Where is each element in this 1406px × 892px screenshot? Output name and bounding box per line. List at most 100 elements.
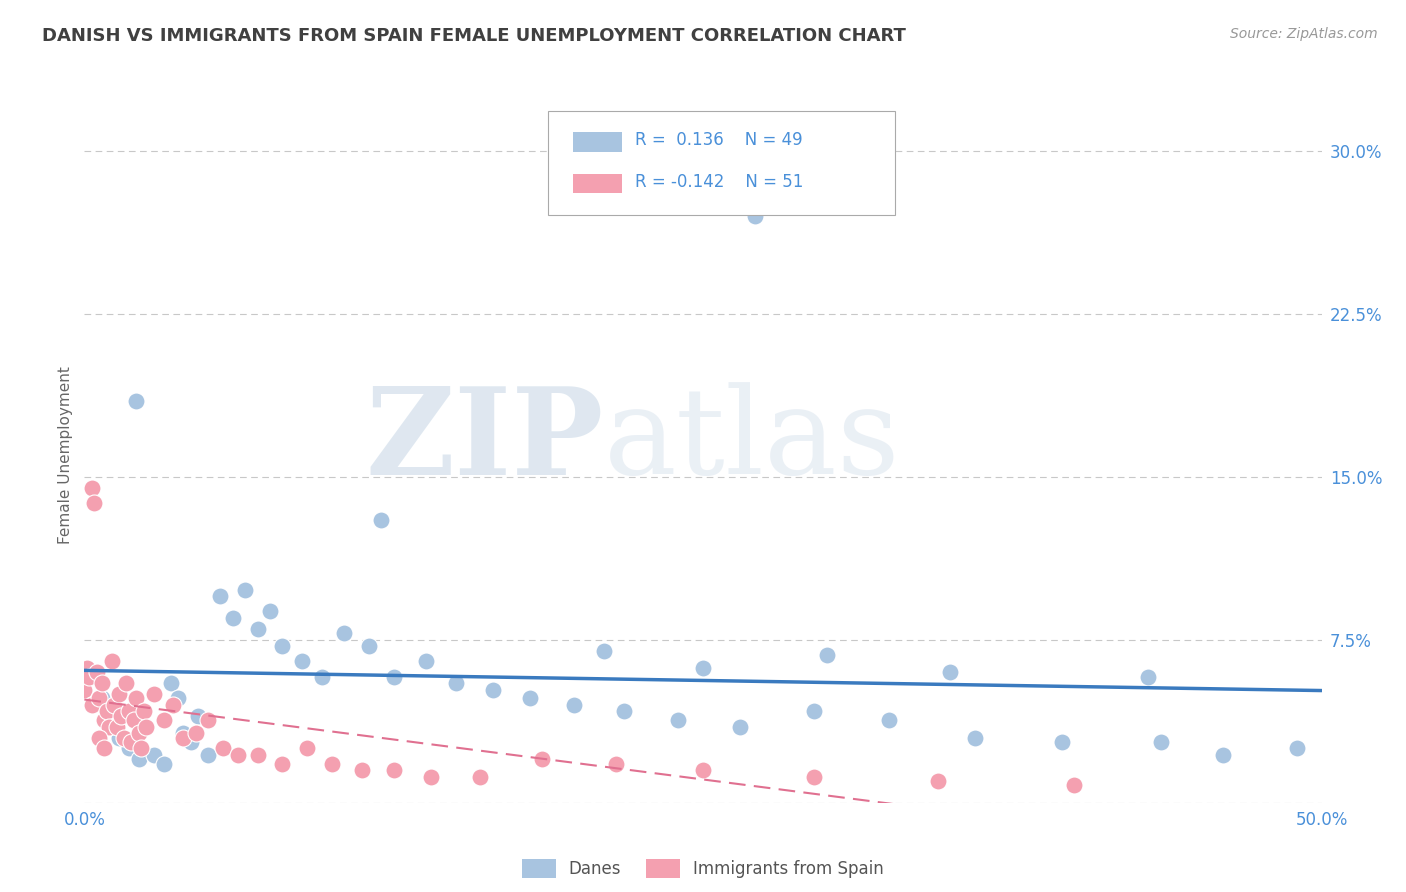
Point <box>73 682 96 697</box>
Point <box>142 687 165 701</box>
Point <box>666 713 689 727</box>
Point <box>118 741 141 756</box>
Point <box>162 698 184 712</box>
Point <box>83 496 105 510</box>
Point <box>562 698 585 712</box>
Point <box>605 756 627 771</box>
Point <box>172 731 194 745</box>
Point <box>108 687 131 701</box>
Legend: Danes, Immigrants from Spain: Danes, Immigrants from Spain <box>516 853 890 885</box>
Point <box>350 763 373 777</box>
Text: R =  0.136    N = 49: R = 0.136 N = 49 <box>636 131 803 150</box>
Point <box>877 713 900 727</box>
Point <box>803 705 825 719</box>
Point <box>160 676 183 690</box>
Point <box>803 770 825 784</box>
Point <box>470 770 492 784</box>
Point <box>76 661 98 675</box>
Point <box>128 752 150 766</box>
FancyBboxPatch shape <box>548 111 894 215</box>
Point <box>112 731 135 745</box>
Point <box>481 682 503 697</box>
Point <box>125 393 148 408</box>
Point <box>212 741 235 756</box>
Point <box>744 209 766 223</box>
Point <box>728 720 751 734</box>
Point <box>271 639 294 653</box>
Point <box>519 691 541 706</box>
Point <box>593 643 616 657</box>
Point <box>100 655 122 669</box>
Text: R = -0.142    N = 51: R = -0.142 N = 51 <box>636 173 803 191</box>
Point <box>692 763 714 777</box>
Text: ZIP: ZIP <box>366 382 605 500</box>
Point <box>1212 747 1234 762</box>
Point <box>444 676 467 690</box>
Point <box>118 705 141 719</box>
Point <box>295 741 318 756</box>
Point <box>93 741 115 756</box>
Point <box>357 639 380 653</box>
Point <box>80 698 103 712</box>
Point <box>1063 778 1085 792</box>
Point <box>382 763 405 777</box>
Point <box>132 705 155 719</box>
Point <box>86 665 108 680</box>
Point <box>226 747 249 762</box>
Point <box>96 708 118 723</box>
Point <box>531 752 554 766</box>
Point <box>382 670 405 684</box>
Point <box>311 670 333 684</box>
Point <box>93 713 115 727</box>
Point <box>965 731 987 745</box>
Point <box>197 747 219 762</box>
Point <box>105 720 128 734</box>
Point <box>259 605 281 619</box>
Point <box>1137 670 1160 684</box>
Point <box>184 726 207 740</box>
Point <box>613 705 636 719</box>
Text: DANISH VS IMMIGRANTS FROM SPAIN FEMALE UNEMPLOYMENT CORRELATION CHART: DANISH VS IMMIGRANTS FROM SPAIN FEMALE U… <box>42 27 905 45</box>
Point <box>927 774 949 789</box>
Point <box>187 708 209 723</box>
Point <box>103 698 125 712</box>
Point <box>692 661 714 675</box>
Point <box>90 691 112 706</box>
FancyBboxPatch shape <box>574 174 621 194</box>
Point <box>89 731 111 745</box>
Point <box>271 756 294 771</box>
Point <box>110 708 132 723</box>
Point <box>90 676 112 690</box>
Point <box>1285 741 1308 756</box>
Point <box>246 747 269 762</box>
Point <box>167 691 190 706</box>
Point <box>291 655 314 669</box>
Point <box>172 726 194 740</box>
Point <box>129 741 152 756</box>
Point <box>108 731 131 745</box>
Point <box>233 582 256 597</box>
Point <box>80 481 103 495</box>
Point <box>115 676 138 690</box>
Point <box>180 735 202 749</box>
Point <box>152 756 174 771</box>
Point <box>135 720 157 734</box>
Point <box>1050 735 1073 749</box>
Point <box>370 513 392 527</box>
Point <box>135 720 157 734</box>
Point <box>98 720 121 734</box>
Point <box>89 691 111 706</box>
Point <box>1150 735 1173 749</box>
Point <box>103 720 125 734</box>
Point <box>333 626 356 640</box>
Point <box>939 665 962 680</box>
Point <box>142 747 165 762</box>
Point <box>120 735 142 749</box>
Text: Source: ZipAtlas.com: Source: ZipAtlas.com <box>1230 27 1378 41</box>
Point <box>246 622 269 636</box>
Point <box>419 770 441 784</box>
Point <box>96 705 118 719</box>
Point <box>222 611 245 625</box>
Point <box>197 713 219 727</box>
Y-axis label: Female Unemployment: Female Unemployment <box>58 366 73 544</box>
